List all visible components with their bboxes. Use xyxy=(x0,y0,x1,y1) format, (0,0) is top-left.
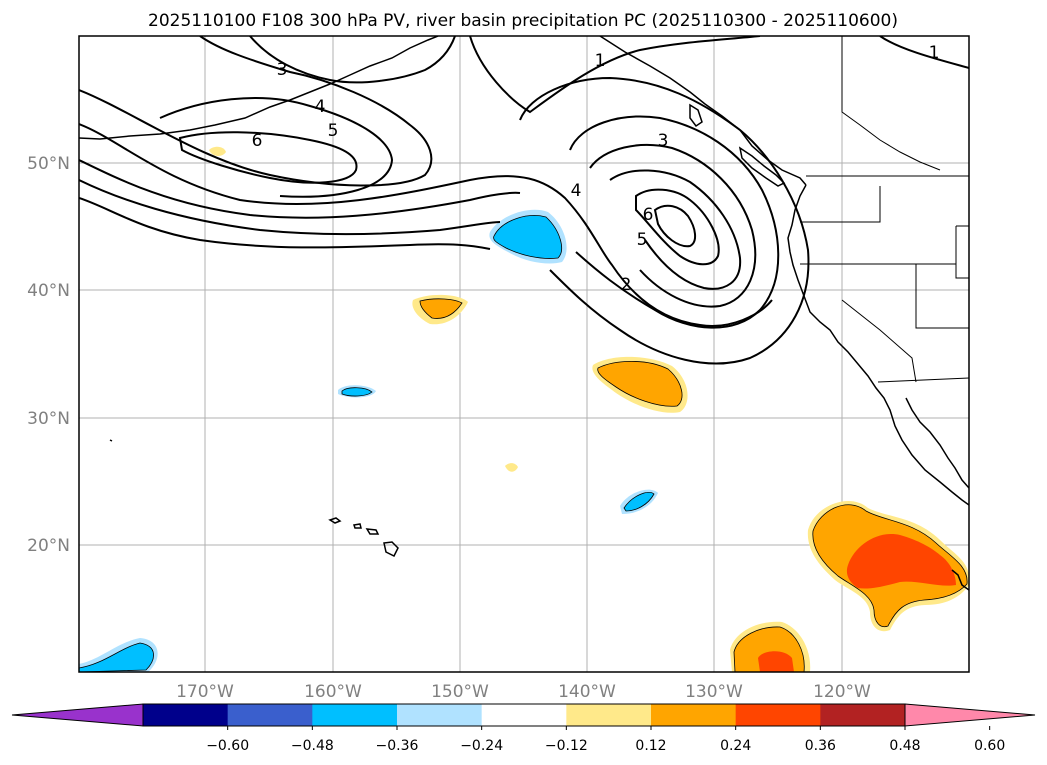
contour-label: 6 xyxy=(643,205,654,225)
positive-anomaly-region xyxy=(846,534,956,589)
colorbar-tick-label: −0.12 xyxy=(545,738,588,754)
state-border-nv xyxy=(915,264,969,329)
borders xyxy=(800,36,969,383)
colorbar-swatch xyxy=(566,704,652,726)
lat-label: 40°N xyxy=(27,281,70,301)
pv-contour xyxy=(635,188,720,266)
colorbar-tick-label: −0.60 xyxy=(206,738,249,754)
negative-anomaly-region xyxy=(79,642,154,672)
colorbar: −0.60 −0.48 −0.36 −0.24 −0.12 0.12 0.24 0.36 0.4… xyxy=(11,703,1036,754)
colorbar-swatch xyxy=(143,704,229,726)
contour-label: 5 xyxy=(328,121,339,141)
contour-label: 2 xyxy=(621,275,632,295)
small-island xyxy=(109,439,113,442)
map-frame xyxy=(78,35,970,673)
figure-title: 2025110100 F108 300 hPa PV, river basin … xyxy=(148,11,898,31)
pv-contour xyxy=(469,36,761,114)
pv-contour xyxy=(589,144,757,308)
pv-contour xyxy=(159,97,394,198)
pv-contour xyxy=(79,123,773,327)
colorbar-tick-label: 0.60 xyxy=(974,738,1005,754)
contour-label: 1 xyxy=(595,51,606,71)
contour-label: 3 xyxy=(277,60,288,80)
colorbar-extend-low xyxy=(12,704,143,726)
pv-contour xyxy=(79,159,521,219)
lon-label: 120°W xyxy=(813,682,871,702)
negative-anomaly-region xyxy=(623,491,655,512)
colorbar-tick-label: 0.12 xyxy=(635,738,666,754)
pv-contour xyxy=(249,36,456,84)
lon-label: 140°W xyxy=(558,682,616,702)
contour-label: 4 xyxy=(315,97,326,117)
colorbar-tick-label: 0.36 xyxy=(805,738,836,754)
hawaii-islands xyxy=(328,517,399,558)
pv-contours xyxy=(79,36,969,365)
vancouver-island-coast xyxy=(738,146,786,187)
canada-alaska-border xyxy=(841,36,941,171)
pv-contour xyxy=(178,131,358,184)
pv-contour xyxy=(79,179,501,236)
colorbar-tick-label: −0.48 xyxy=(291,738,334,754)
latitude-labels: 50°N 40°N 30°N 20°N xyxy=(27,154,70,556)
contour-label: 4 xyxy=(571,181,582,201)
lat-label: 20°N xyxy=(27,536,70,556)
mexico-mainland-coast xyxy=(951,569,969,591)
lon-label: 170°W xyxy=(176,682,234,702)
colorbar-swatch xyxy=(481,704,567,726)
colorbar-swatch xyxy=(312,704,398,726)
colorbar-swatch xyxy=(397,704,483,726)
precip-anomaly-fills xyxy=(79,146,969,672)
pv-contour xyxy=(79,197,491,250)
contour-label: 1 xyxy=(929,43,940,63)
positive-anomaly-region xyxy=(758,651,794,672)
pv-contour xyxy=(79,36,433,187)
pv-contour xyxy=(879,36,969,69)
pv-contour xyxy=(609,169,742,290)
contour-label: 6 xyxy=(252,131,263,151)
idaho-border xyxy=(955,225,969,279)
longitude-labels: 170°W 160°W 150°W 140°W 130°W 120°W xyxy=(176,682,871,702)
baja-california-coast xyxy=(905,397,969,489)
contour-label: 3 xyxy=(658,131,669,151)
positive-anomaly-region xyxy=(419,298,463,319)
lon-label: 150°W xyxy=(431,682,489,702)
pv-contour xyxy=(653,204,696,248)
pv-contour xyxy=(569,115,780,329)
map-area: 3 4 5 6 1 3 4 6 5 2 1 xyxy=(79,36,969,672)
colorbar-swatch xyxy=(735,704,821,726)
colorbar-extend-high xyxy=(905,704,1035,726)
lat-label: 50°N xyxy=(27,154,70,174)
colorbar-tick-label: 0.48 xyxy=(889,738,920,754)
colorbar-tick-label: −0.24 xyxy=(460,738,503,754)
negative-anomaly-region xyxy=(341,387,373,397)
positive-anomaly-region xyxy=(597,361,683,407)
negative-anomaly-region xyxy=(493,215,562,259)
colorbar-swatch xyxy=(227,704,313,726)
us-mexico-border xyxy=(877,377,969,383)
colorbar-tick-label: 0.24 xyxy=(720,738,751,754)
contour-label-group: 3 4 5 6 1 3 4 6 5 2 1 xyxy=(252,43,940,295)
haida-gwaii-coast xyxy=(689,103,703,128)
positive-anomaly-region xyxy=(505,463,518,472)
state-border-ca-az xyxy=(841,299,917,383)
alaska-panhandle-coast xyxy=(599,36,807,186)
contour-label: 5 xyxy=(637,230,648,250)
colorbar-swatch xyxy=(651,704,737,726)
pv-contour xyxy=(519,76,810,365)
colorbar-tick-label: −0.36 xyxy=(376,738,419,754)
lat-label: 30°N xyxy=(27,409,70,429)
colorbar-swatch xyxy=(820,704,906,726)
lon-label: 130°W xyxy=(685,682,743,702)
lon-label: 160°W xyxy=(304,682,362,702)
positive-anomaly-region xyxy=(209,146,226,156)
state-border-wa-or xyxy=(800,186,881,223)
north-america-west-coast xyxy=(787,184,969,506)
